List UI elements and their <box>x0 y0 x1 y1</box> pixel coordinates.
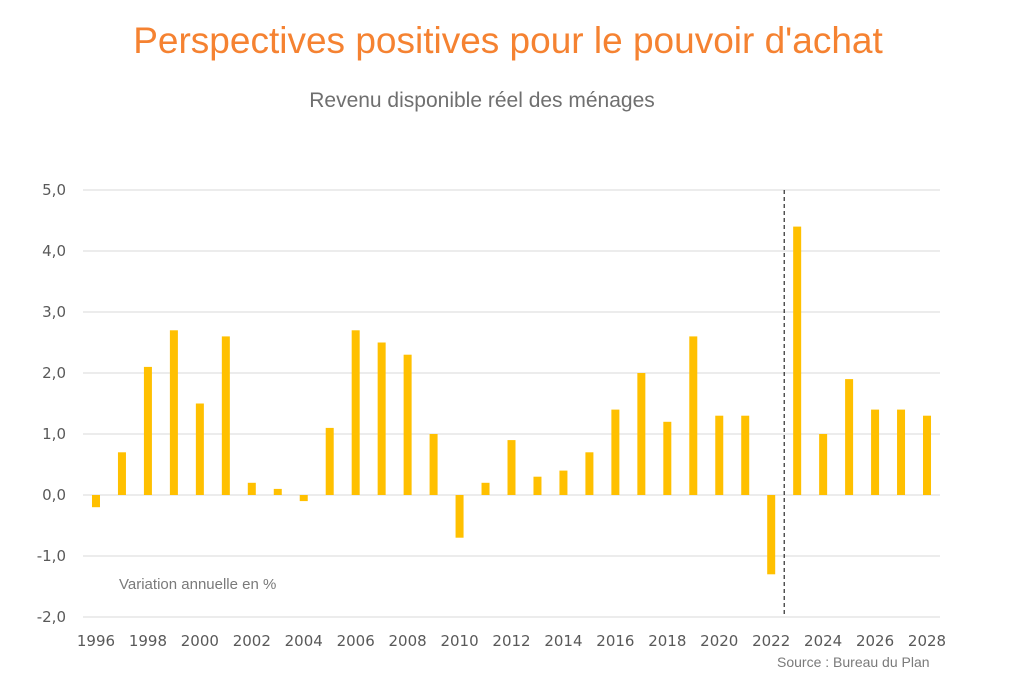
bar-2020 <box>715 415 724 495</box>
x-tick-label: 2016 <box>596 632 634 650</box>
bar-2000 <box>195 403 204 495</box>
bar-2014 <box>559 470 568 495</box>
x-tick-label: 2018 <box>648 632 686 650</box>
x-tick-label: 1998 <box>129 632 167 650</box>
unit-annotation: Variation annuelle en % <box>119 576 277 593</box>
bar-2013 <box>533 476 542 495</box>
source-note: Source : Bureau du Plan <box>777 654 930 670</box>
y-tick-label: 2,0 <box>42 364 66 382</box>
bar-2018 <box>663 421 672 495</box>
bar-1998 <box>143 366 152 495</box>
chart-subtitle: Revenu disponible réel des ménages <box>309 89 655 112</box>
x-tick-label: 2014 <box>544 632 582 650</box>
bar-2015 <box>585 452 594 495</box>
bar-2025 <box>845 379 854 495</box>
x-tick-label: 2028 <box>908 632 946 650</box>
bar-2024 <box>819 434 828 495</box>
bar-2028 <box>923 415 932 495</box>
bar-2012 <box>507 440 516 495</box>
bar-1999 <box>169 330 178 495</box>
bar-2010 <box>455 495 464 538</box>
bar-2009 <box>429 434 438 495</box>
x-tick-label: 2000 <box>181 632 219 650</box>
y-tick-label: -1,0 <box>37 547 66 565</box>
bar-2016 <box>611 409 620 495</box>
x-tick-label: 2020 <box>700 632 738 650</box>
y-tick-label: -2,0 <box>37 608 66 626</box>
bar-2017 <box>637 373 646 495</box>
x-tick-label: 2022 <box>752 632 790 650</box>
x-tick-label: 2004 <box>285 632 323 650</box>
y-tick-label: 0,0 <box>42 486 66 504</box>
bar-2004 <box>299 495 308 502</box>
bar-1996 <box>91 495 100 508</box>
bars <box>91 226 932 575</box>
bar-2021 <box>741 415 750 495</box>
gridlines <box>83 189 940 618</box>
x-tick-label: 2012 <box>492 632 530 650</box>
bar-2019 <box>689 336 698 495</box>
x-tick-label: 1996 <box>77 632 115 650</box>
y-tick-label: 5,0 <box>42 181 66 199</box>
bar-2003 <box>273 488 282 495</box>
x-tick-label: 2002 <box>233 632 271 650</box>
bar-2002 <box>247 482 256 495</box>
bar-2007 <box>377 342 386 495</box>
bar-2006 <box>351 330 360 495</box>
bar-1997 <box>117 452 126 495</box>
bar-2022 <box>767 495 776 575</box>
x-tick-label: 2008 <box>389 632 427 650</box>
x-tick-label: 2024 <box>804 632 842 650</box>
bar-2026 <box>871 409 880 495</box>
bar-2023 <box>793 226 802 495</box>
bar-2008 <box>403 354 412 495</box>
chart-title: Perspectives positives pour le pouvoir d… <box>133 20 883 61</box>
y-tick-label: 3,0 <box>42 303 66 321</box>
bar-2005 <box>325 427 334 495</box>
x-axis-ticks: 1996 1998 2000 2002 2004 2006 2008 2010 2012 2014… <box>77 632 946 650</box>
y-tick-label: 1,0 <box>42 425 66 443</box>
y-axis-ticks: 5,0 4,0 3,0 2,0 1,0 0,0 -1,0 -2,0 <box>37 181 66 626</box>
x-tick-label: 2010 <box>440 632 478 650</box>
bar-2027 <box>897 409 906 495</box>
y-tick-label: 4,0 <box>42 242 66 260</box>
bar-2011 <box>481 482 490 495</box>
x-tick-label: 2006 <box>337 632 375 650</box>
x-tick-label: 2026 <box>856 632 894 650</box>
bar-2001 <box>221 336 230 495</box>
